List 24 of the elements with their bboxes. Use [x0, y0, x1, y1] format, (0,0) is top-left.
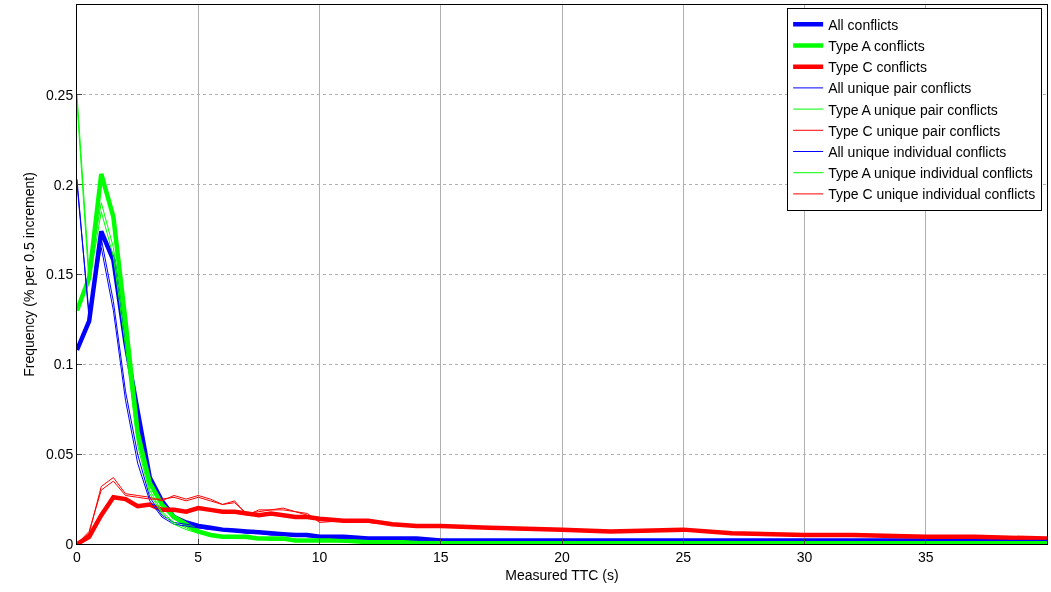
y-tick-label: 0.1 — [53, 356, 74, 373]
x-tick-label: 10 — [311, 548, 328, 565]
legend-label: Type C conflicts — [828, 59, 927, 76]
legend-label: Type C unique individual conflicts — [828, 186, 1036, 203]
y-tick-label: 0.25 — [45, 86, 74, 103]
legend-label: All unique pair conflicts — [828, 80, 972, 97]
y-tick-label: 0.05 — [45, 446, 74, 463]
x-tick-label: 30 — [796, 548, 813, 565]
y-tick-label: 0 — [65, 535, 74, 552]
x-axis-title: Measured TTC (s) — [505, 567, 619, 584]
legend-label: All conflicts — [828, 16, 899, 33]
x-tick-label: 35 — [917, 548, 934, 565]
x-tick-label: 25 — [675, 548, 692, 565]
legend-label: Type A unique pair conflicts — [828, 101, 998, 118]
legend-label: All unique individual conflicts — [828, 143, 1007, 160]
legend-label: Type A conflicts — [828, 37, 925, 54]
y-axis-title: Frequency (% per 0.5 increment) — [20, 172, 37, 377]
x-tick-label: 20 — [554, 548, 570, 565]
legend-label: Type C unique pair conflicts — [828, 122, 1001, 139]
x-tick-label: 15 — [432, 548, 449, 565]
y-tick-label: 0.2 — [53, 176, 74, 193]
legend-label: Type A unique individual conflicts — [828, 165, 1033, 182]
y-tick-label: 0.15 — [45, 266, 74, 283]
x-tick-label: 5 — [194, 548, 203, 565]
